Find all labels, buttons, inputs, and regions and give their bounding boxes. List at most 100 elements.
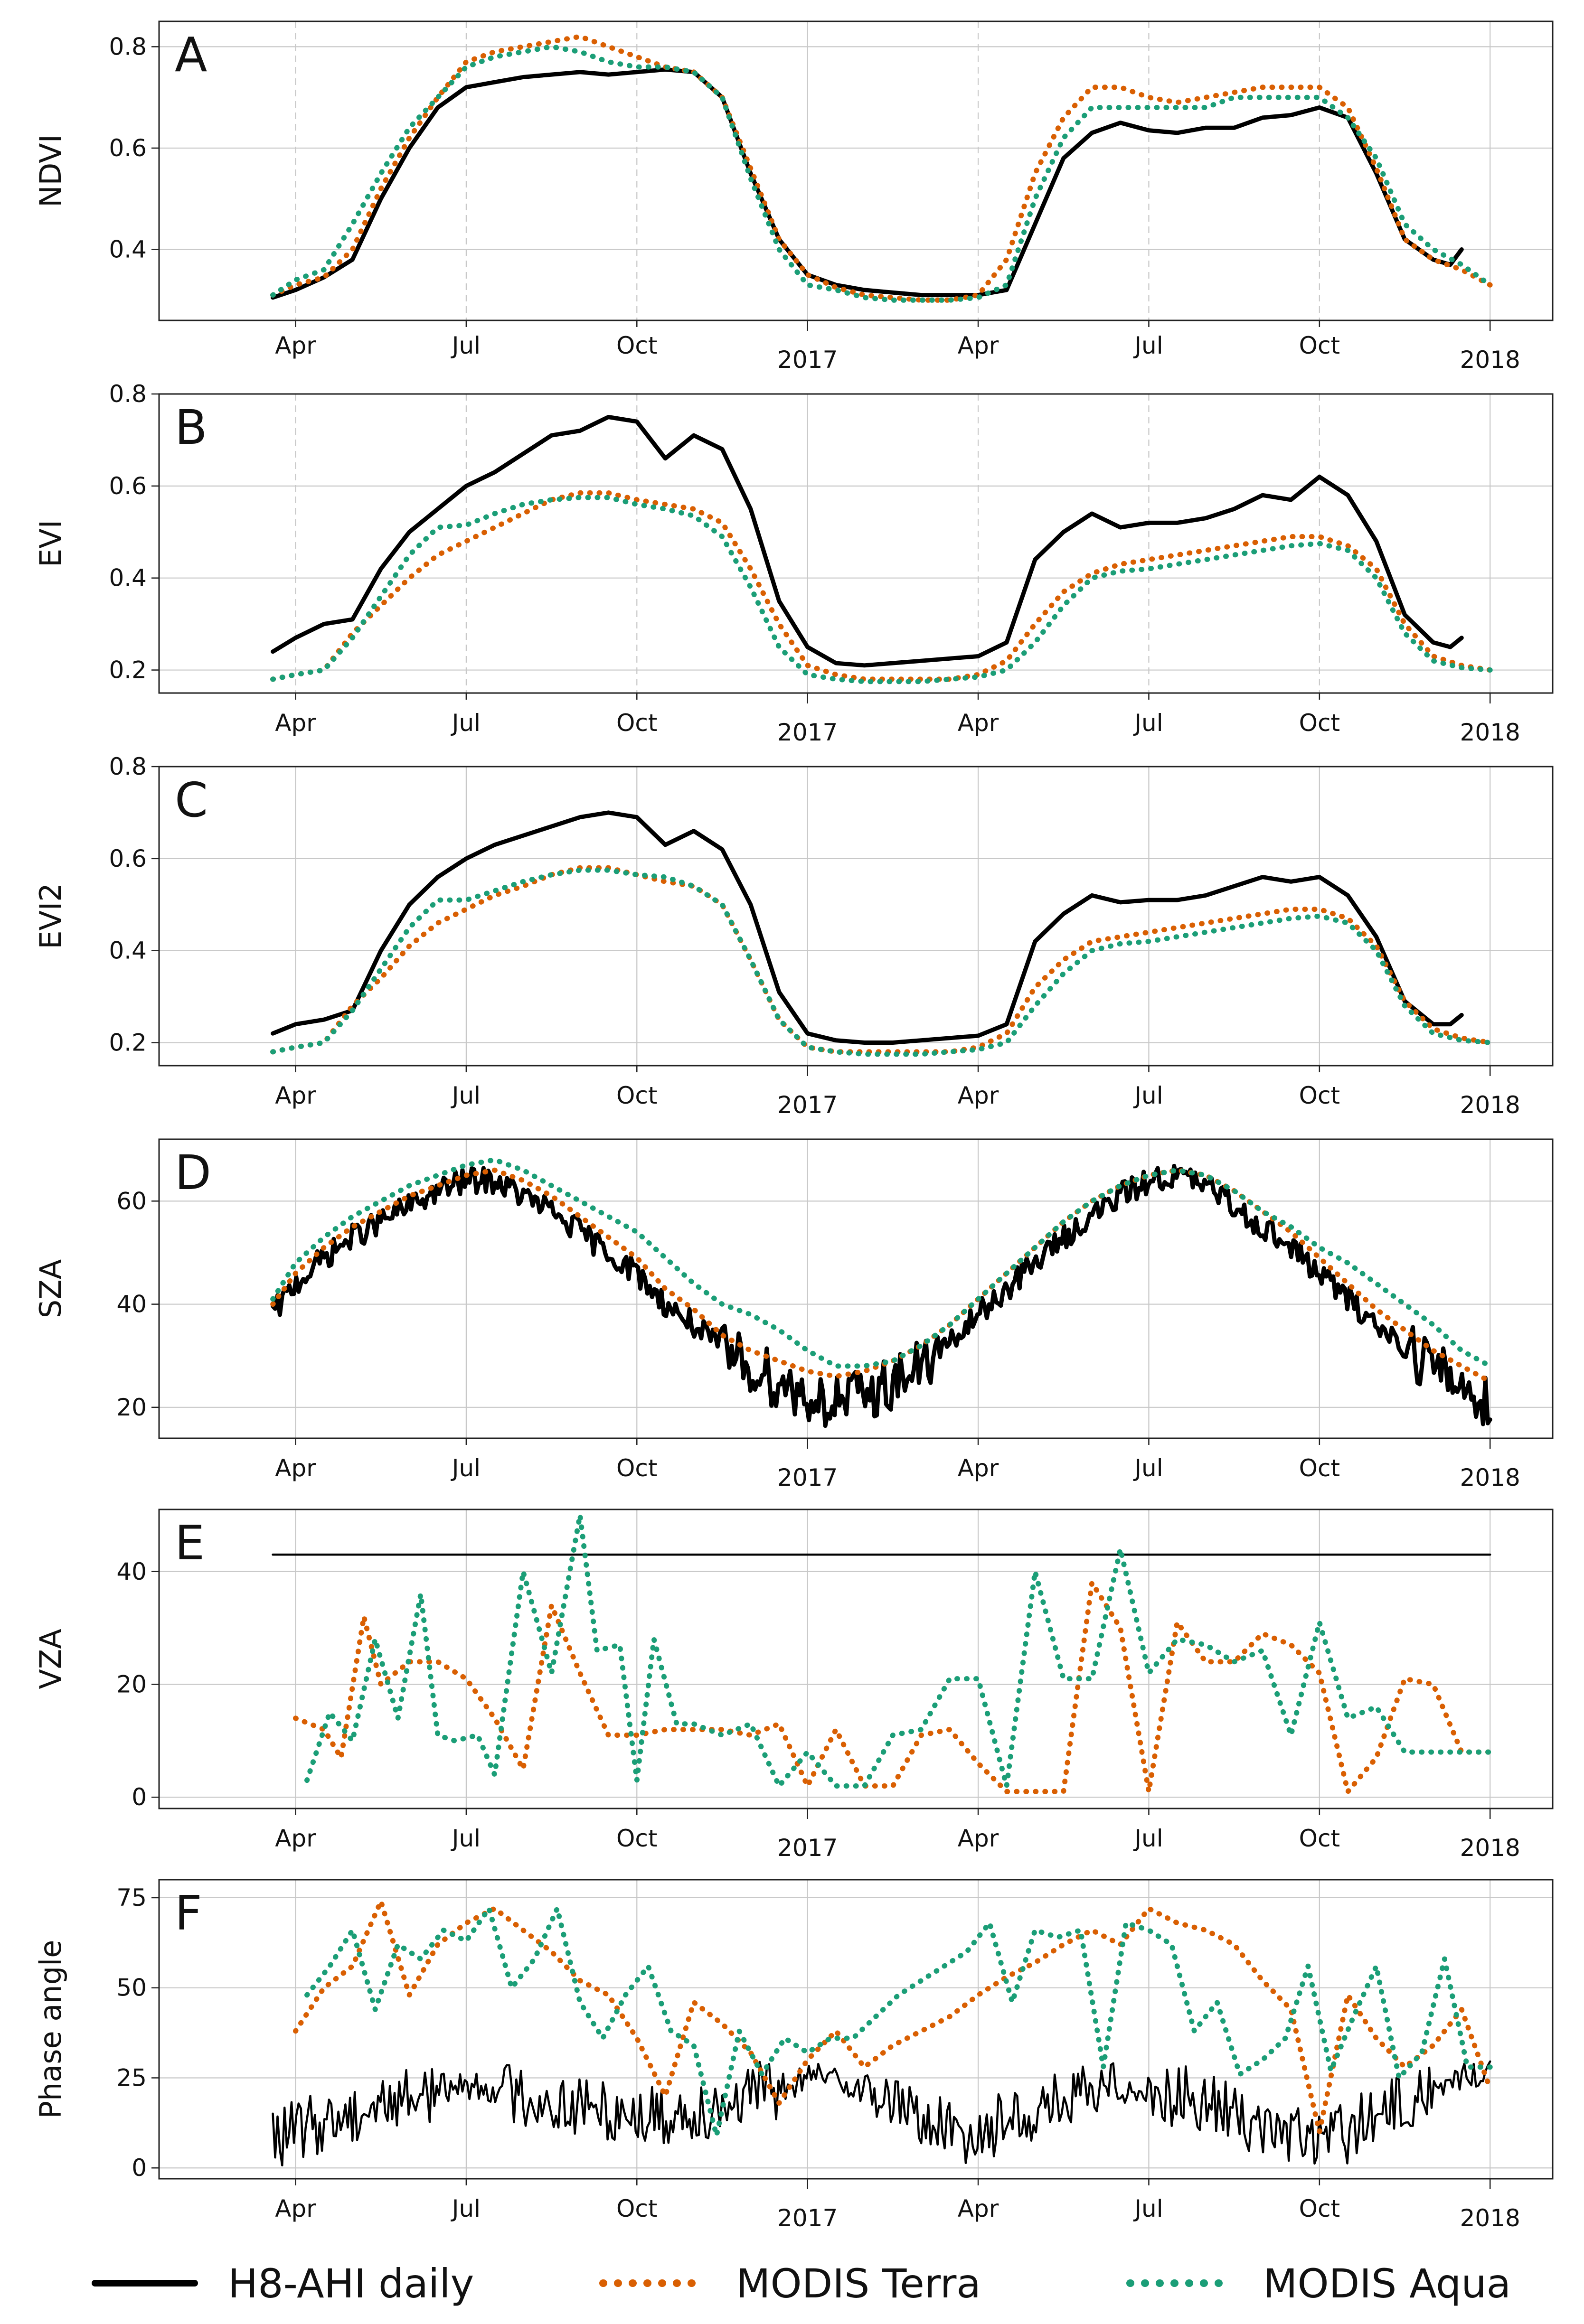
panel-b-ylabel: EVI <box>33 520 68 567</box>
legend: H8-AHI daily MODIS Terra MODIS Aqua <box>92 2260 1511 2307</box>
panel-f-xtick-label-4: Apr <box>958 2195 999 2222</box>
panel-f-ylabel: Phase angle <box>33 1940 68 2119</box>
panel-f-ytick-label-3: 75 <box>116 1884 147 1912</box>
panel-f: 0 25 50 75 Apr Jul Oct 2017 Apr Jul Oct 2018 F Phase … <box>33 1879 1554 2232</box>
panel-a-ytick-label-2: 0.8 <box>109 33 147 60</box>
panel-e-series-modis-aqua <box>304 1512 1493 1789</box>
panel-e-xtick-label-5: Jul <box>1133 1825 1163 1852</box>
panel-d-ytick-label-0: 20 <box>116 1394 147 1421</box>
panel-c-frame <box>158 766 1554 1067</box>
panel-b-xtick-label-3: 2017 <box>777 719 838 746</box>
panel-d-series <box>270 1157 1493 1428</box>
panel-f-xtick-label-3: 2017 <box>777 2204 838 2232</box>
panel-a-series-h8-ahi-daily <box>271 67 1464 300</box>
panel-f-letter: F <box>175 1885 202 1941</box>
panels: 0.4 0.6 0.8 Apr Jul Oct 2017 Apr Jul Oct 2018 A NDVI… <box>33 20 1554 2232</box>
panel-c-xtick-label-0: Apr <box>275 1082 316 1109</box>
panel-b-xtick-label-5: Jul <box>1133 709 1163 737</box>
panel-a-xtick-label-7: 2018 <box>1460 346 1520 374</box>
panel-b-xtick-label-4: Apr <box>958 709 999 737</box>
panel-f-xtick-label-6: Oct <box>1299 2195 1340 2222</box>
panel-f-ytick-label-0: 0 <box>132 2154 147 2182</box>
panel-e-xtick-label-2: Oct <box>616 1825 657 1852</box>
panel-c-ytick-label-3: 0.8 <box>109 753 147 780</box>
panel-d-series-modis-aqua <box>270 1157 1493 1369</box>
panel-a-xtick-label-5: Jul <box>1133 332 1163 359</box>
panel-f-xtick-label-1: Jul <box>451 2195 481 2222</box>
panel-a: 0.4 0.6 0.8 Apr Jul Oct 2017 Apr Jul Oct 2018 A NDVI <box>33 20 1554 374</box>
panel-c-ytick-label-0: 0.2 <box>109 1029 147 1057</box>
panel-c-letter: C <box>175 772 208 828</box>
panel-e-ytick-label-1: 20 <box>116 1670 147 1698</box>
panel-b-frame <box>158 393 1554 694</box>
panel-f-series <box>272 1899 1493 2167</box>
panel-e-letter: E <box>175 1515 205 1571</box>
panel-c: 0.2 0.4 0.6 0.8 Apr Jul Oct 2017 Apr Jul Oct 2018 C E… <box>33 753 1554 1119</box>
panel-c-xtick-label-6: Oct <box>1299 1082 1340 1109</box>
panel-f-ytick-label-1: 25 <box>116 2064 147 2091</box>
panel-d-xtick-label-3: 2017 <box>777 1464 838 1491</box>
panel-e-series-modis-terra <box>293 1580 1493 1794</box>
panel-d-xtick-label-1: Jul <box>451 1454 481 1482</box>
panel-a-ytick-label-1: 0.6 <box>109 134 147 162</box>
panel-f-xtick-label-2: Oct <box>616 2195 657 2222</box>
panel-e-ytick-label-0: 0 <box>132 1783 147 1811</box>
panel-a-series-modis-aqua <box>270 44 1493 303</box>
panel-d-frame <box>158 1138 1554 1439</box>
panel-b-ytick-label-0: 0.2 <box>109 656 147 684</box>
panel-c-xtick-label-1: Jul <box>451 1082 481 1109</box>
panel-c-ytick-label-1: 0.4 <box>109 937 147 965</box>
legend-label-modis-terra: MODIS Terra <box>736 2260 981 2307</box>
panel-a-xtick-label-4: Apr <box>958 332 999 359</box>
panel-a-series <box>270 34 1493 303</box>
panel-d-series-modis-terra <box>270 1167 1493 1384</box>
legend-label-modis-aqua: MODIS Aqua <box>1263 2260 1511 2307</box>
panel-b-xtick-label-1: Jul <box>451 709 481 737</box>
panel-c-ytick-label-2: 0.6 <box>109 845 147 872</box>
panel-b-series-modis-aqua <box>270 495 1493 684</box>
panel-c-xtick-label-2: Oct <box>616 1082 657 1109</box>
legend-label-h8-ahi-daily: H8-AHI daily <box>228 2260 474 2307</box>
panel-f-series-modis-terra <box>293 1899 1493 2135</box>
panel-d-xtick-label-5: Jul <box>1133 1454 1163 1482</box>
panel-a-xtick-label-2: Oct <box>616 332 657 359</box>
panel-f-xtick-label-0: Apr <box>275 2195 316 2222</box>
panel-f-series-modis-aqua <box>304 1906 1493 2138</box>
panel-c-xtick-label-3: 2017 <box>777 1091 838 1119</box>
panel-e-frame <box>158 1509 1554 1809</box>
panel-a-ytick-label-0: 0.4 <box>109 236 147 263</box>
panel-e-xtick-label-4: Apr <box>958 1825 999 1852</box>
panel-d-ytick-label-1: 40 <box>116 1291 147 1318</box>
panel-a-xtick-label-3: 2017 <box>777 346 838 374</box>
panel-b-xtick-label-2: Oct <box>616 709 657 737</box>
panel-b-ytick-label-3: 0.8 <box>109 380 147 408</box>
panel-b-ytick-label-1: 0.4 <box>109 564 147 592</box>
panel-b-xtick-label-7: 2018 <box>1460 719 1520 746</box>
panel-b-xtick-label-6: Oct <box>1299 709 1340 737</box>
panel-b-series <box>270 415 1493 684</box>
panel-c-xtick-label-7: 2018 <box>1460 1091 1520 1119</box>
panel-d-ylabel: SZA <box>33 1259 68 1318</box>
panel-e-ytick-label-2: 40 <box>116 1558 147 1585</box>
panel-b-letter: B <box>175 400 207 455</box>
panel-a-xtick-label-0: Apr <box>275 332 316 359</box>
panel-d-xtick-label-6: Oct <box>1299 1454 1340 1482</box>
panel-d-xtick-label-7: 2018 <box>1460 1464 1520 1491</box>
panel-f-ytick-label-2: 50 <box>116 1974 147 2002</box>
panel-a-letter: A <box>175 27 207 83</box>
panel-d-xtick-label-4: Apr <box>958 1454 999 1482</box>
panel-e-xtick-label-1: Jul <box>451 1825 481 1852</box>
panel-c-ylabel: EVI2 <box>33 883 68 949</box>
panel-e-series <box>272 1512 1493 1794</box>
panel-e-xtick-label-6: Oct <box>1299 1825 1340 1852</box>
panel-c-series-modis-aqua <box>270 867 1493 1057</box>
panel-d-xtick-label-2: Oct <box>616 1454 657 1482</box>
panel-a-series-modis-terra <box>270 34 1493 303</box>
panel-c-xtick-label-4: Apr <box>958 1082 999 1109</box>
panel-f-xtick-label-7: 2018 <box>1460 2204 1520 2232</box>
panel-c-series <box>270 810 1493 1057</box>
panel-f-frame <box>158 1879 1554 2180</box>
panel-f-xtick-label-5: Jul <box>1133 2195 1163 2222</box>
panel-d: 20 40 60 Apr Jul Oct 2017 Apr Jul Oct 2018 D SZA <box>33 1138 1554 1491</box>
